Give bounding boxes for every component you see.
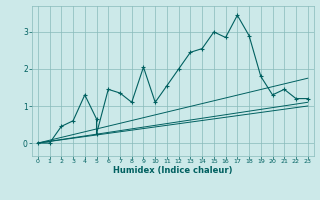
- X-axis label: Humidex (Indice chaleur): Humidex (Indice chaleur): [113, 166, 233, 175]
